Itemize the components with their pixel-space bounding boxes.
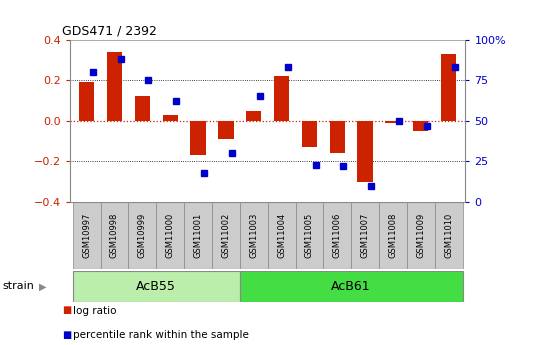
Bar [134,96,150,121]
Text: GSM11002: GSM11002 [221,213,230,258]
Bar [212,202,240,269]
Bar [267,202,295,269]
Text: GSM10999: GSM10999 [138,213,147,258]
Text: GSM11003: GSM11003 [249,213,258,258]
Bar [79,82,94,121]
Bar [101,202,129,269]
Bar [184,202,212,269]
Text: GSM11007: GSM11007 [360,213,370,258]
Bar [274,76,289,121]
Bar [441,54,456,121]
Bar [407,202,435,269]
Bar [240,202,267,269]
Bar [435,202,463,269]
Text: log ratio: log ratio [73,306,116,315]
Bar [190,121,206,155]
Text: GSM11005: GSM11005 [305,213,314,258]
Bar [302,121,317,147]
Text: GSM10997: GSM10997 [82,213,91,258]
Text: GSM11010: GSM11010 [444,213,453,258]
Bar [156,202,184,269]
Text: ▶: ▶ [39,282,46,291]
Bar [107,52,122,121]
Bar [413,121,428,131]
Bar [218,121,233,139]
Bar [323,202,351,269]
Text: ■: ■ [62,330,71,339]
Bar [330,121,345,153]
Text: GSM11006: GSM11006 [333,213,342,258]
Text: GSM11009: GSM11009 [416,213,426,258]
Bar [246,111,261,121]
Bar [162,115,178,121]
Bar [379,202,407,269]
Bar [351,202,379,269]
Bar [357,121,373,181]
Text: AcB55: AcB55 [136,280,176,293]
Text: GSM10998: GSM10998 [110,213,119,258]
Text: GSM11001: GSM11001 [194,213,202,258]
Text: GSM11000: GSM11000 [166,213,175,258]
Text: GSM11004: GSM11004 [277,213,286,258]
Text: GSM11008: GSM11008 [388,213,398,258]
Text: AcB61: AcB61 [331,280,371,293]
Text: percentile rank within the sample: percentile rank within the sample [73,330,249,339]
Text: GDS471 / 2392: GDS471 / 2392 [62,24,157,37]
Bar [129,202,156,269]
Bar [240,271,463,302]
Text: ■: ■ [62,306,71,315]
Text: strain: strain [3,282,34,291]
Bar [295,202,323,269]
Bar [385,121,401,123]
Bar [73,202,101,269]
Bar [73,271,240,302]
